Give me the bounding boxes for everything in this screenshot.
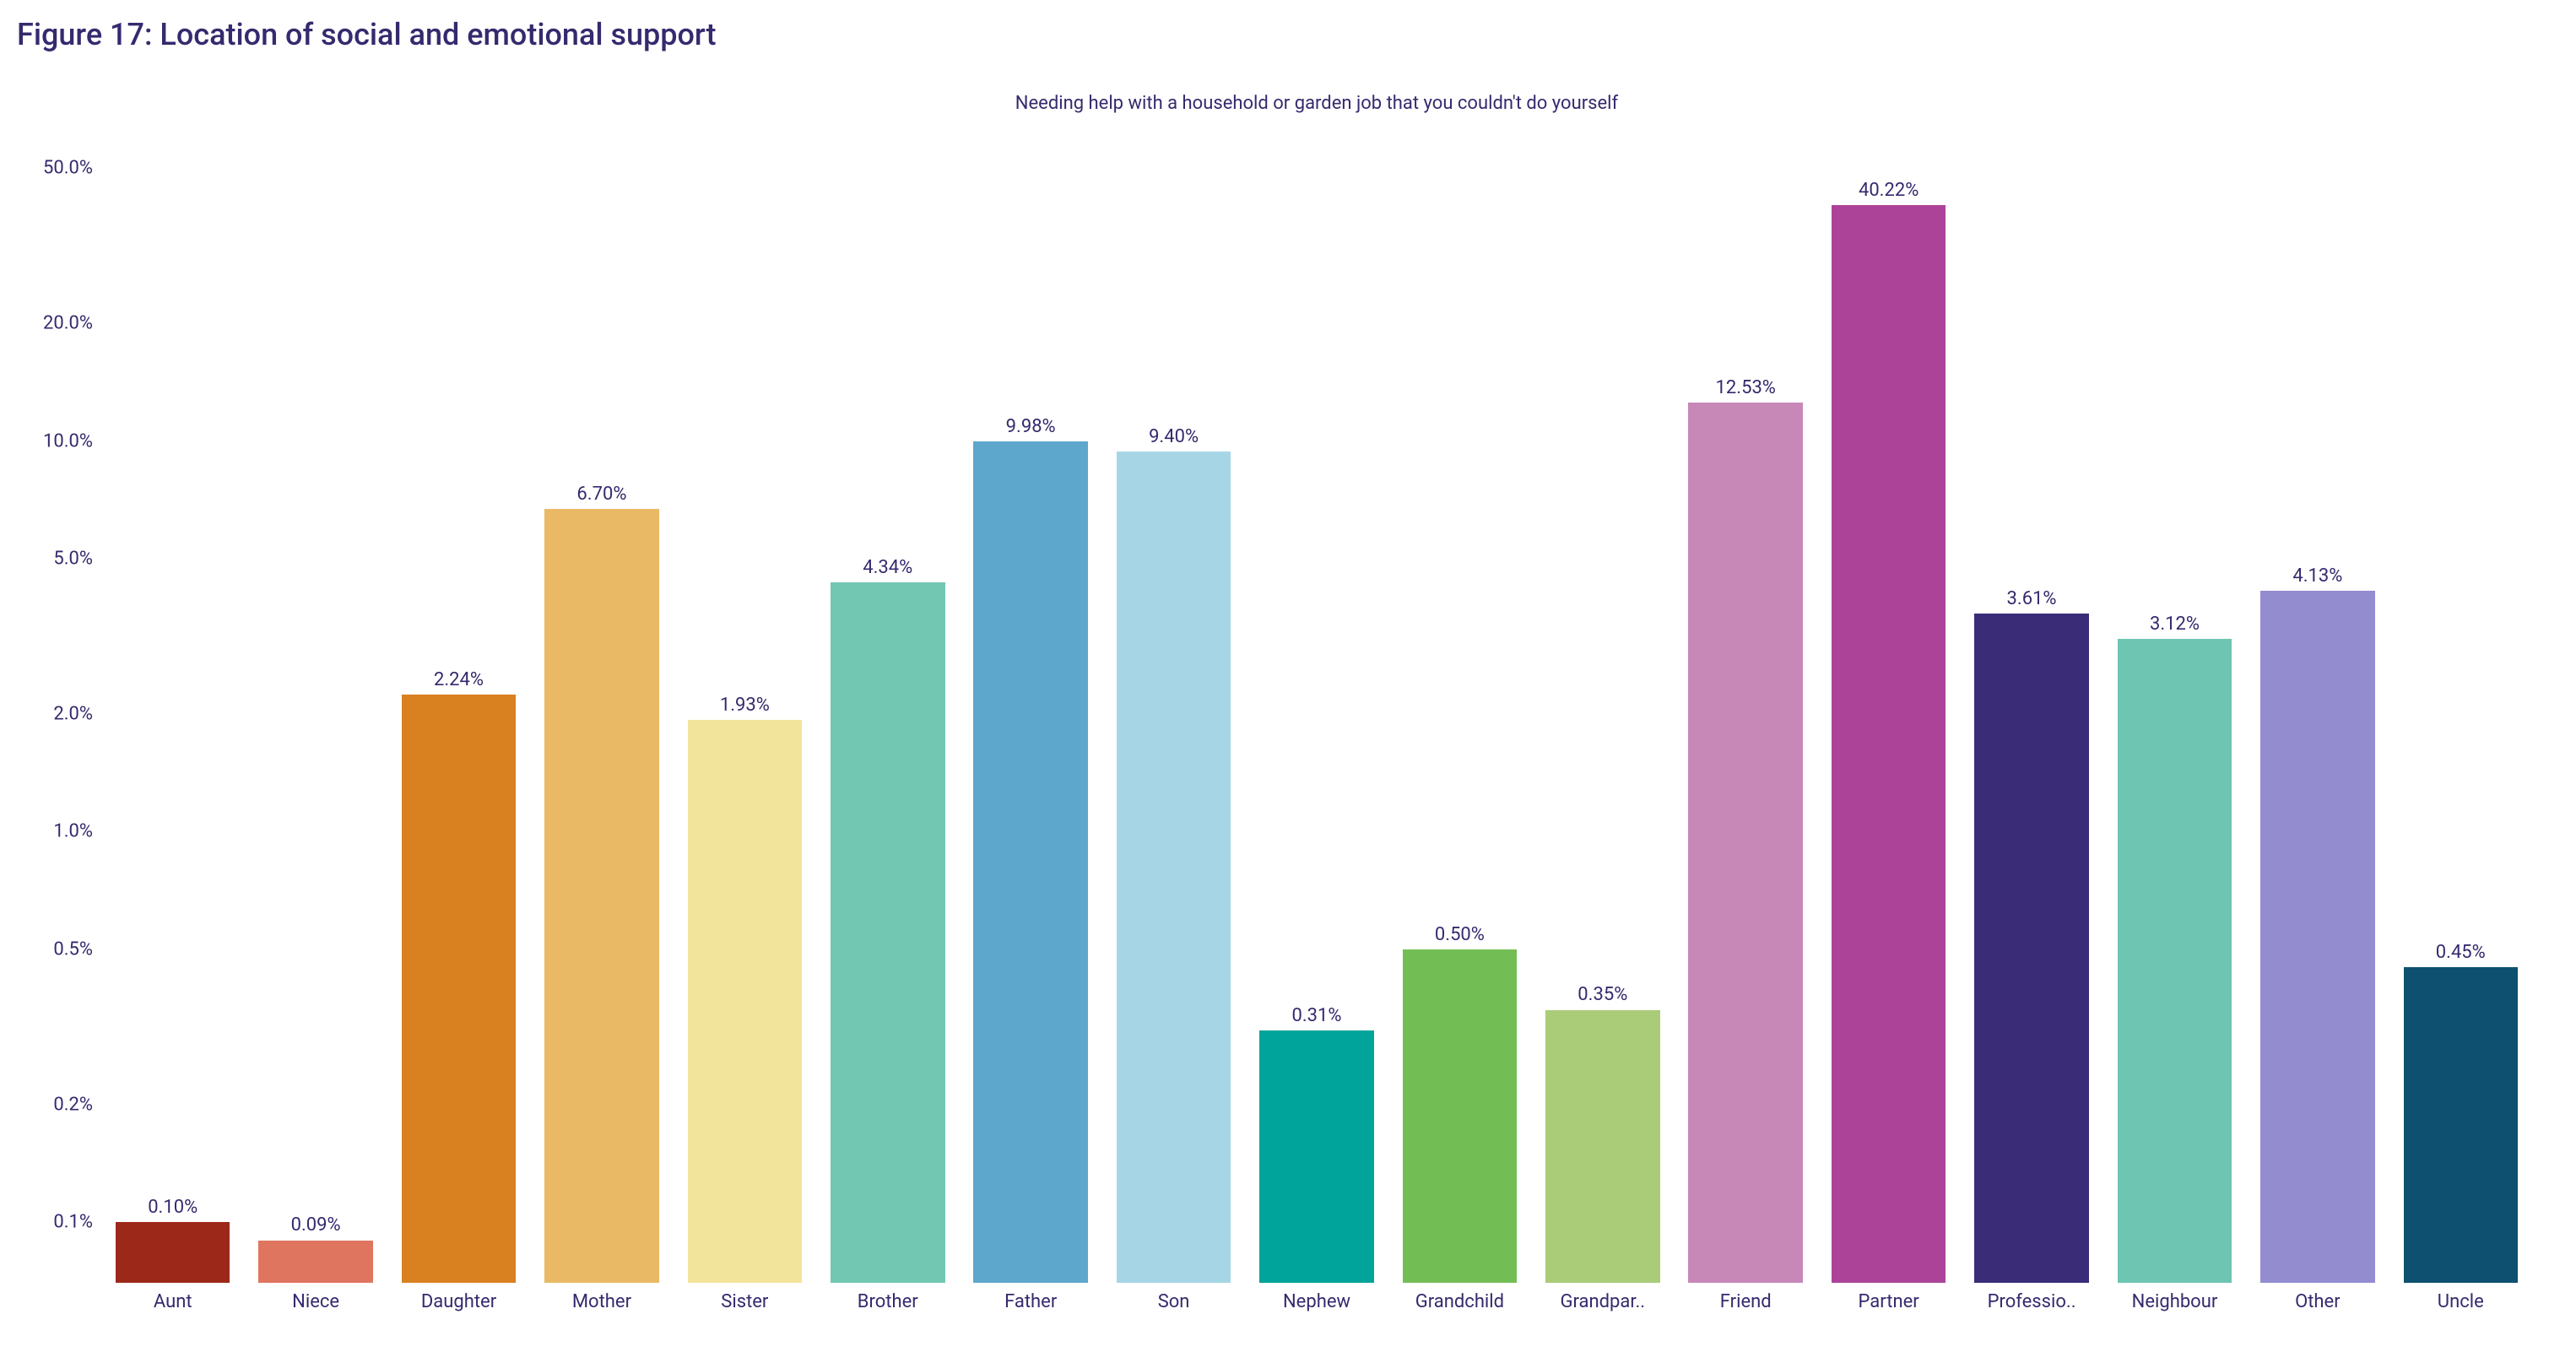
y-tick-label: 0.5% bbox=[8, 938, 93, 960]
y-tick-label: 0.1% bbox=[8, 1212, 93, 1233]
chart-bar bbox=[688, 720, 803, 1283]
x-tick-label: Grandpar.. bbox=[1561, 1291, 1646, 1312]
bar-value-label: 1.93% bbox=[720, 695, 770, 716]
bar-value-label: 0.35% bbox=[1578, 984, 1627, 1005]
x-tick-label: Aunt bbox=[154, 1291, 192, 1312]
y-tick-label: 20.0% bbox=[8, 313, 93, 334]
x-tick-label: Uncle bbox=[2438, 1291, 2484, 1312]
bar-value-label: 0.10% bbox=[148, 1197, 198, 1218]
chart-bar bbox=[1974, 614, 2089, 1283]
chart-bar bbox=[402, 695, 517, 1283]
chart-bar bbox=[1832, 205, 1946, 1283]
y-tick-label: 50.0% bbox=[8, 158, 93, 179]
bar-value-label: 12.53% bbox=[1716, 377, 1776, 398]
x-tick-label: Friend bbox=[1720, 1291, 1772, 1312]
bar-value-label: 0.45% bbox=[2436, 942, 2486, 963]
bar-value-label: 0.09% bbox=[291, 1214, 341, 1236]
x-tick-label: Professio.. bbox=[1988, 1291, 2076, 1312]
y-tick-label: 10.0% bbox=[8, 430, 93, 452]
x-tick-label: Other bbox=[2295, 1291, 2341, 1312]
chart-bar bbox=[831, 582, 945, 1283]
bar-value-label: 40.22% bbox=[1859, 180, 1918, 201]
bar-value-label: 4.13% bbox=[2292, 565, 2342, 587]
bar-value-label: 0.50% bbox=[1435, 924, 1485, 945]
y-tick-label: 1.0% bbox=[8, 821, 93, 842]
chart-title: Figure 17: Location of social and emotio… bbox=[17, 17, 717, 52]
x-tick-label: Sister bbox=[721, 1291, 768, 1312]
x-tick-label: Grandchild bbox=[1415, 1291, 1504, 1312]
chart-bar bbox=[2404, 967, 2519, 1283]
bar-value-label: 3.61% bbox=[2007, 588, 2057, 609]
x-tick-label: Mother bbox=[572, 1291, 631, 1312]
x-tick-label: Partner bbox=[1859, 1291, 1919, 1312]
chart-bar bbox=[973, 441, 1088, 1283]
x-tick-label: Neighbour bbox=[2132, 1291, 2218, 1312]
y-tick-label: 0.2% bbox=[8, 1094, 93, 1115]
x-tick-label: Nephew bbox=[1283, 1291, 1350, 1312]
plot-area bbox=[101, 152, 2532, 1283]
bar-value-label: 6.70% bbox=[576, 484, 626, 505]
chart-bar bbox=[1403, 949, 1518, 1283]
chart-subtitle: Needing help with a household or garden … bbox=[101, 93, 2532, 114]
bar-value-label: 9.98% bbox=[1006, 416, 1056, 437]
chart-bar bbox=[2260, 591, 2375, 1283]
x-tick-label: Brother bbox=[858, 1291, 918, 1312]
chart-bar bbox=[1688, 403, 1803, 1283]
bar-value-label: 9.40% bbox=[1149, 426, 1199, 447]
y-tick-label: 5.0% bbox=[8, 548, 93, 569]
chart-bar bbox=[258, 1241, 373, 1284]
x-tick-label: Father bbox=[1004, 1291, 1057, 1312]
chart-bar bbox=[1117, 452, 1231, 1283]
y-tick-label: 2.0% bbox=[8, 704, 93, 725]
x-tick-label: Niece bbox=[292, 1291, 339, 1312]
bar-value-label: 0.31% bbox=[1291, 1005, 1341, 1026]
chart-root: Figure 17: Location of social and emotio… bbox=[0, 0, 2576, 1352]
bar-value-label: 3.12% bbox=[2150, 614, 2200, 635]
x-tick-label: Son bbox=[1158, 1291, 1190, 1312]
chart-bar bbox=[1545, 1010, 1660, 1284]
x-tick-label: Daughter bbox=[421, 1291, 496, 1312]
chart-bar bbox=[116, 1222, 230, 1283]
chart-bar bbox=[1259, 1030, 1374, 1283]
chart-bar bbox=[2118, 639, 2232, 1283]
chart-bar bbox=[544, 509, 659, 1283]
bar-value-label: 2.24% bbox=[434, 669, 484, 690]
bar-value-label: 4.34% bbox=[863, 557, 912, 578]
